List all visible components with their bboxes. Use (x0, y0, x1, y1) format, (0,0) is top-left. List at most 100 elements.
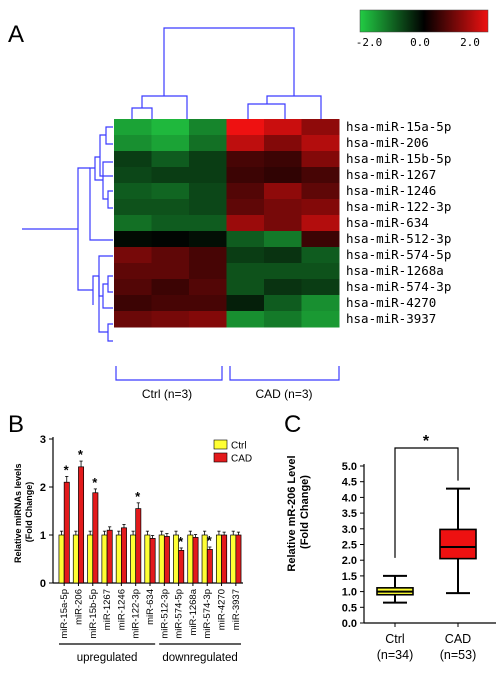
colorbar-tick-label: -2.0 (356, 36, 383, 49)
heatmap-cell (114, 279, 152, 296)
heatmap-row-label: hsa-miR-3937 (346, 311, 436, 326)
panel-c-ylabel-line2: (Fold Change) (299, 475, 311, 549)
panel-c: C Relative mR-206 Level (Fold Change) 0.… (284, 411, 496, 662)
heatmap-cell (189, 135, 227, 152)
heatmap-cell (301, 215, 340, 232)
panel-c-ytick-label: 3.5 (342, 508, 357, 520)
heatmap-cell (264, 263, 302, 280)
panel-b-bars: * * * * * * (58, 447, 242, 584)
heatmap-row-label: hsa-miR-15a-5p (346, 119, 451, 134)
heatmap-cell (301, 311, 340, 328)
panel-b: B Relative miRNAs levels (Fold Change) 0… (8, 411, 252, 664)
legend-swatch-ctrl (213, 439, 228, 450)
group-label-ctrl: Ctrl (n=3) (142, 387, 192, 401)
box-cad (439, 528, 477, 560)
heatmap-cell (151, 199, 190, 216)
heatmap-cell (114, 247, 152, 264)
significance-mark: * (64, 462, 70, 477)
heatmap-cell (264, 215, 302, 232)
panel-b-category-label: miR-4270 (217, 589, 228, 630)
heatmap-row-label: hsa-miR-206 (346, 135, 429, 150)
heatmap-cell (264, 199, 302, 216)
heatmap-cell (226, 135, 265, 152)
panel-b-category-label: miR-634 (145, 589, 156, 625)
panel-c-ytick-label: 2.0 (342, 555, 357, 567)
bar-cad (206, 549, 213, 584)
heatmap-cell (226, 247, 265, 264)
heatmap-cell (151, 231, 190, 248)
panel-c-axes: 0.0 0.5 1.0 1.5 2.0 2.5 3.0 3.5 4.0 4.5 5.0 Ctrl (n=… (342, 461, 496, 662)
heatmap-cell (264, 295, 302, 312)
panel-a-letter: A (8, 21, 24, 48)
heatmap-cell (264, 167, 302, 184)
heatmap-cell (151, 167, 190, 184)
colorbar-ticks: -2.0 0.0 2.0 (356, 36, 480, 49)
colorbar-tick-label: 0.0 (410, 36, 430, 49)
heatmap-row-label: hsa-miR-512-3p (346, 231, 451, 246)
heatmap-cell (189, 247, 227, 264)
heatmap-cell (301, 279, 340, 296)
bar-ctrl (187, 534, 194, 584)
bar-ctrl (215, 534, 222, 584)
group-brackets (115, 366, 340, 381)
bar-cad (92, 492, 99, 584)
panel-c-ytick-label: 2.5 (342, 540, 357, 552)
panel-b-letter: B (8, 411, 24, 438)
heatmap-cell (264, 151, 302, 168)
panel-c-ytick-label: 0.0 (342, 618, 357, 630)
heatmap-cell (264, 183, 302, 200)
heatmap-cell (151, 183, 190, 200)
heatmap-cell (264, 119, 302, 136)
heatmap-cell (114, 199, 152, 216)
heatmap-cell (189, 183, 227, 200)
heatmap-cell (114, 151, 152, 168)
heatmap-row-label: hsa-miR-574-5p (346, 247, 451, 262)
heatmap-cell (301, 295, 340, 312)
colorbar (359, 9, 489, 33)
heatmap-cell (301, 119, 340, 136)
heatmap-cell (114, 135, 152, 152)
heatmap-cell (226, 167, 265, 184)
bar-cad (135, 508, 142, 584)
bar-cad (192, 537, 199, 584)
heatmap-cell (114, 183, 152, 200)
heatmap-row-label: hsa-miR-1268a (346, 263, 444, 278)
panel-b-ytick-label: 1 (40, 530, 46, 542)
heatmap-cell (189, 199, 227, 216)
panel-b-ylabel: Relative miRNAs levels (Fold Change) (13, 461, 34, 563)
heatmap-cell (226, 263, 265, 280)
bar-cad (63, 481, 70, 584)
heatmap-cell (301, 247, 340, 264)
heatmap-cell (226, 199, 265, 216)
heatmap-cell (264, 311, 302, 328)
panel-b-ytick-label: 0 (40, 578, 46, 590)
significance-mark: * (92, 475, 98, 490)
panel-a: A -2.0 0.0 2.0 hsa-miR-15a-5phsa-miR-206hs… (8, 9, 489, 401)
bar-ctrl (230, 534, 237, 584)
panel-b-ytick-label: 2 (40, 482, 46, 494)
panel-c-n-label: (n=53) (440, 648, 476, 662)
heatmap-cell (301, 151, 340, 168)
panel-c-ytick-label: 3.0 (342, 524, 357, 536)
bar-cad (149, 538, 156, 584)
panel-b-category-label: miR-15a-5p (59, 589, 70, 639)
panel-b-category-label: miR-15b-5p (88, 589, 99, 639)
heatmap-row-label: hsa-miR-15b-5p (346, 151, 451, 166)
heatmap-cell (189, 231, 227, 248)
panel-b-legend: Ctrl CAD (213, 439, 252, 465)
heatmap-cell (226, 311, 265, 328)
heatmap-cell (151, 263, 190, 280)
panel-b-category-label: miR-122-3p (131, 589, 142, 639)
colorbar-tick-label: 2.0 (460, 36, 480, 49)
heatmap-cell (226, 295, 265, 312)
heatmap-cell (189, 167, 227, 184)
heatmap-cell (189, 151, 227, 168)
heatmap-cell (114, 167, 152, 184)
bar-ctrl (87, 534, 94, 584)
panel-c-ytick-label: 1.0 (342, 587, 357, 599)
panel-b-group-labels: upregulated downregulated (59, 643, 241, 664)
bar-cad (163, 536, 170, 584)
legend-label-cad: CAD (231, 454, 252, 465)
heatmap-cell (114, 263, 152, 280)
